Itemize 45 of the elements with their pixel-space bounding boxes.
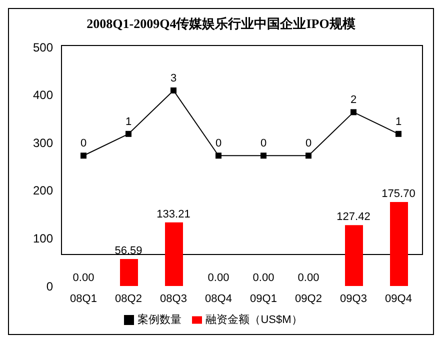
data-label: 133.21 xyxy=(156,208,190,220)
data-label: 1 xyxy=(395,116,402,128)
y-tick-label: 0 xyxy=(46,279,54,294)
data-label: 2 xyxy=(350,94,357,106)
x-tick-label: 09Q2 xyxy=(295,292,322,305)
point xyxy=(396,130,402,137)
chart-title: 2008Q1-2009Q4传媒娱乐行业中国企业IPO规模 xyxy=(86,15,356,33)
x-tick-label: 08Q2 xyxy=(115,292,142,305)
point xyxy=(170,87,176,94)
data-label: 175.70 xyxy=(382,188,416,200)
x-tick-label: 08Q1 xyxy=(70,292,97,305)
legend-label: 案例数量 xyxy=(138,314,182,326)
data-label: 56.59 xyxy=(114,244,142,257)
bar xyxy=(390,202,408,286)
data-label: 3 xyxy=(170,72,177,84)
data-label: 0 xyxy=(260,138,267,150)
data-label: 0.00 xyxy=(208,272,230,284)
x-tick-label: 08Q4 xyxy=(205,292,232,305)
data-label: 127.42 xyxy=(336,211,370,224)
point xyxy=(306,152,312,159)
data-label: 0 xyxy=(305,138,312,150)
bar xyxy=(345,225,363,286)
point xyxy=(126,130,132,137)
data-label: 0.00 xyxy=(72,272,94,284)
x-tick-label: 09Q3 xyxy=(340,292,367,305)
point xyxy=(350,109,356,116)
x-tick-label: 09Q4 xyxy=(385,292,412,305)
point xyxy=(216,152,222,159)
data-label: 0.00 xyxy=(298,272,320,284)
x-tick-label: 09Q1 xyxy=(250,292,277,305)
data-label: 0 xyxy=(80,138,87,150)
y-tick-label: 500 xyxy=(32,40,54,54)
data-label: 1 xyxy=(125,116,132,128)
point xyxy=(80,152,86,159)
bar xyxy=(120,258,138,286)
y-tick-label: 200 xyxy=(32,184,54,198)
point xyxy=(260,152,266,159)
x-tick-label: 08Q3 xyxy=(160,292,187,305)
y-tick-label: 100 xyxy=(32,231,54,246)
data-label: 0.00 xyxy=(252,272,274,284)
y-tick-label: 300 xyxy=(32,136,54,150)
data-label: 0 xyxy=(215,138,222,150)
y-tick-label: 400 xyxy=(32,88,54,102)
bar xyxy=(165,222,183,286)
legend-label: 融资金额（US$M） xyxy=(206,314,302,326)
